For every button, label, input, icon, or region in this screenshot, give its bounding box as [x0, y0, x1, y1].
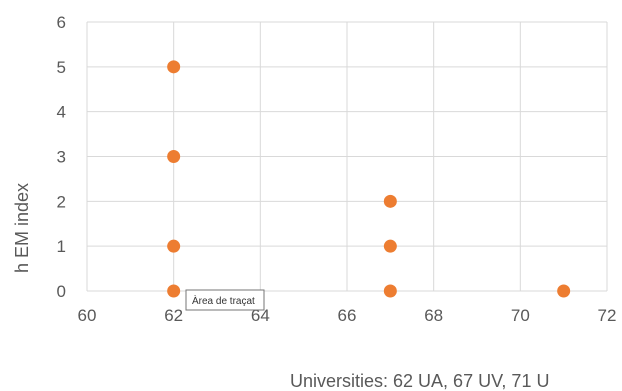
y-tick-label: 5 [57, 58, 66, 77]
y-tick-label: 0 [57, 282, 66, 301]
data-point [167, 239, 181, 253]
data-point [383, 194, 397, 208]
data-point [167, 60, 181, 74]
y-tick-label: 2 [57, 192, 66, 211]
plot-area-tooltip: Àrea de traçat [185, 289, 265, 311]
x-tick-label: 66 [338, 306, 357, 325]
x-tick-label: 72 [598, 306, 617, 325]
x-axis-title: Universities: 62 UA, 67 UV, 71 U [290, 371, 549, 391]
y-tick-label: 6 [57, 13, 66, 32]
y-axis-tick-labels: 0 1 2 3 4 5 6 [57, 13, 66, 301]
tooltip-box [185, 289, 265, 311]
tooltip-text: Àrea de traçat [192, 294, 255, 307]
x-axis-tick-labels: 60 62 64 66 68 70 72 [78, 306, 617, 325]
gridlines [86, 21, 608, 292]
x-tick-label: 62 [164, 306, 183, 325]
data-point [557, 284, 571, 298]
y-axis-title: h EM index [12, 183, 32, 273]
y-tick-label: 1 [57, 237, 66, 256]
data-point [167, 284, 181, 298]
x-tick-label: 60 [78, 306, 97, 325]
data-point [167, 150, 181, 163]
data-points [167, 60, 571, 298]
data-point [383, 239, 397, 253]
y-tick-label: 3 [57, 148, 66, 167]
x-tick-label: 64 [251, 306, 270, 325]
x-tick-label: 70 [511, 306, 530, 325]
y-tick-label: 4 [57, 103, 66, 122]
data-point [383, 284, 397, 298]
x-tick-label: 68 [424, 306, 443, 325]
